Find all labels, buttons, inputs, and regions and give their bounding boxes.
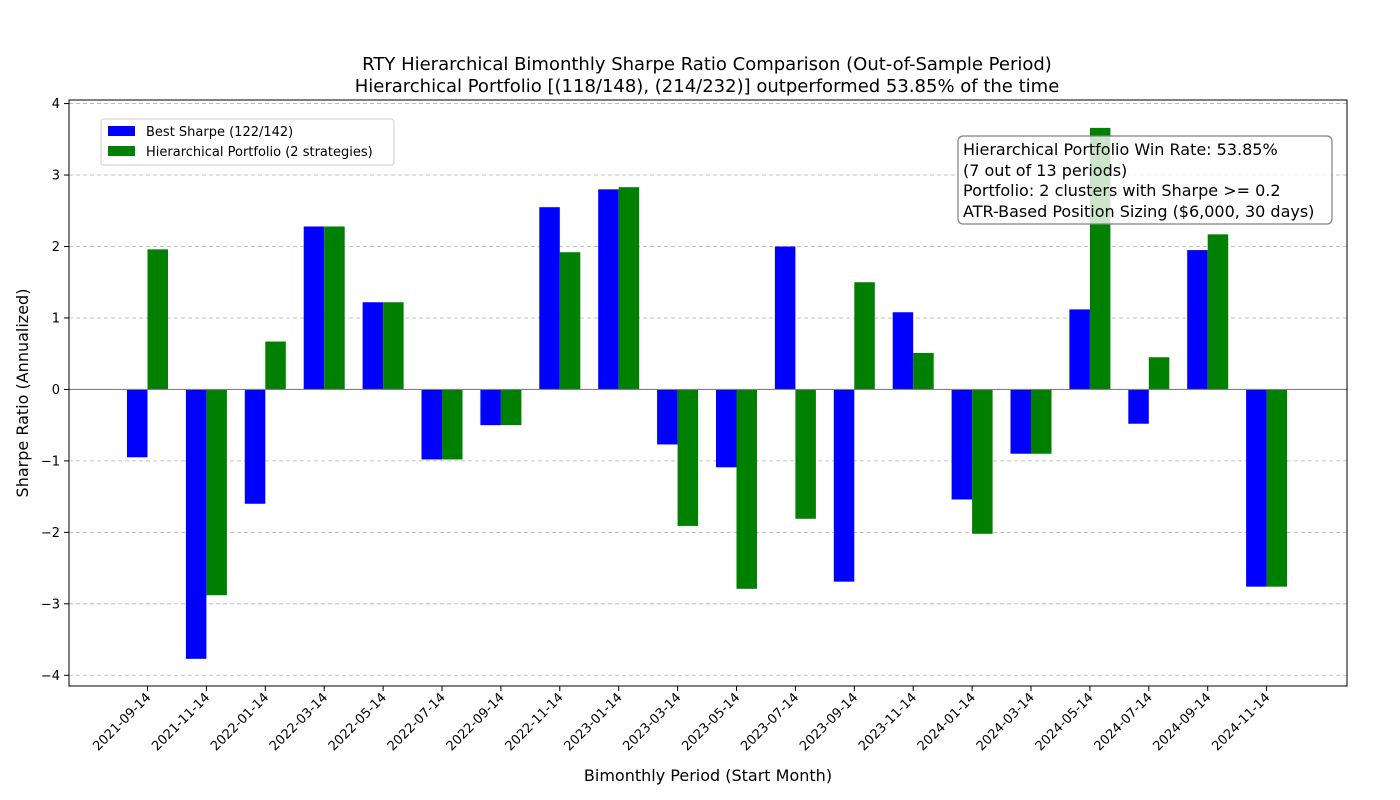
bar-best-sharpe xyxy=(303,226,325,390)
bar-best-sharpe xyxy=(1187,250,1208,390)
bar-hierarchical xyxy=(1207,234,1229,390)
legend-swatch-best-sharpe xyxy=(108,126,135,136)
bar-best-sharpe xyxy=(1246,389,1267,587)
y-axis-ticks: −4 −3 −2 −1 0 1 2 3 4 xyxy=(41,97,69,684)
bar-best-sharpe xyxy=(716,389,737,468)
bar-hierarchical xyxy=(854,282,875,390)
bar-best-sharpe xyxy=(539,207,560,390)
y-axis-label: Sharpe Ratio (Annualized) xyxy=(13,289,32,498)
annotation-box: Hierarchical Portfolio Win Rate: 53.85% … xyxy=(957,135,1333,225)
bar-best-sharpe xyxy=(127,389,148,458)
bar-best-sharpe xyxy=(244,389,266,504)
bar-hierarchical xyxy=(206,389,227,596)
plot-frame xyxy=(68,99,1348,687)
annotation-line-sizing: ATR-Based Position Sizing ($6,000, 30 da… xyxy=(963,202,1314,221)
bars xyxy=(127,127,1288,659)
annotation-line-periods: (7 out of 13 periods) xyxy=(963,161,1127,180)
chart-title: RTY Hierarchical Bimonthly Sharpe Ratio … xyxy=(362,54,1052,75)
bar-best-sharpe xyxy=(1069,309,1090,390)
bar-hierarchical xyxy=(324,226,345,390)
bar-hierarchical xyxy=(972,389,993,534)
y-tick-label: 3 xyxy=(52,169,60,184)
bar-best-sharpe xyxy=(362,302,384,390)
chart-subtitle: Hierarchical Portfolio [(118/148), (214/… xyxy=(355,76,1060,97)
legend-label-hierarchical: Hierarchical Portfolio (2 strategies) xyxy=(146,145,373,160)
bar-best-sharpe xyxy=(951,389,973,500)
bar-hierarchical xyxy=(383,302,404,390)
bar-hierarchical xyxy=(1266,389,1288,587)
grid-lines xyxy=(69,103,1347,676)
bar-hierarchical xyxy=(265,341,286,390)
bar-hierarchical xyxy=(677,389,699,526)
bar-hierarchical xyxy=(442,389,463,460)
bar-best-sharpe xyxy=(1010,389,1031,454)
bar-best-sharpe xyxy=(774,246,796,390)
bar-hierarchical xyxy=(618,187,640,390)
legend-box xyxy=(100,118,395,166)
bar-best-sharpe xyxy=(657,389,678,445)
bar-hierarchical xyxy=(913,352,934,390)
annotation-line-win-rate: Hierarchical Portfolio Win Rate: 53.85% xyxy=(963,140,1278,159)
bar-hierarchical xyxy=(795,389,816,519)
legend: Best Sharpe (122/142) Hierarchical Portf… xyxy=(100,118,395,166)
y-tick-label: 0 xyxy=(52,383,60,398)
bar-best-sharpe xyxy=(1128,389,1149,424)
y-tick-label: 4 xyxy=(52,97,60,112)
legend-swatch-hierarchical xyxy=(108,146,135,156)
bar-hierarchical xyxy=(1148,357,1170,390)
y-tick-label: −2 xyxy=(41,526,60,541)
y-tick-label: −3 xyxy=(41,597,60,612)
annotation-line-clusters: Portfolio: 2 clusters with Sharpe >= 0.2 xyxy=(963,181,1281,200)
bar-hierarchical xyxy=(1031,389,1052,454)
legend-label-best-sharpe: Best Sharpe (122/142) xyxy=(146,125,293,140)
bar-best-sharpe xyxy=(598,189,619,390)
y-tick-label: 1 xyxy=(52,311,60,326)
bar-best-sharpe xyxy=(892,312,914,390)
bar-best-sharpe xyxy=(480,389,501,426)
y-tick-label: −1 xyxy=(41,454,60,469)
bar-best-sharpe xyxy=(421,389,442,460)
bar-hierarchical xyxy=(500,389,522,426)
bar-best-sharpe xyxy=(185,389,207,659)
bar-best-sharpe xyxy=(833,389,855,582)
y-tick-label: −4 xyxy=(41,669,60,684)
x-axis-label: Bimonthly Period (Start Month) xyxy=(584,766,832,785)
bar-hierarchical xyxy=(736,389,757,589)
annotation-background xyxy=(957,135,1333,225)
y-tick-label: 2 xyxy=(52,240,60,255)
bar-hierarchical xyxy=(559,252,581,390)
bar-hierarchical xyxy=(147,249,168,390)
